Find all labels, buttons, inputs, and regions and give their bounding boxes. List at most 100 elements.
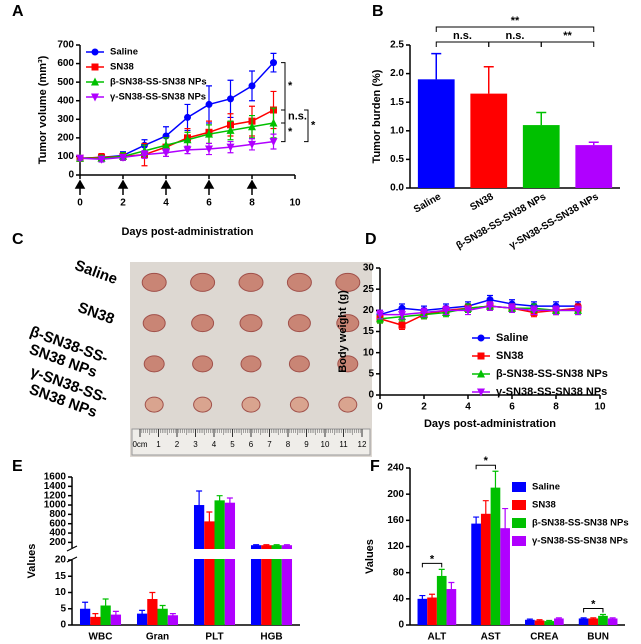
y-tick-label: 240 — [387, 463, 404, 474]
y-tick-label: 2.0 — [390, 68, 404, 79]
tumor — [241, 396, 261, 413]
legend-marker — [91, 77, 99, 86]
tumor — [286, 272, 312, 292]
point — [552, 306, 560, 315]
dosing-arrow — [203, 179, 215, 195]
legend-label: γ-SN38-SS-SN38 NPs — [496, 386, 607, 398]
dosing-arrow — [74, 179, 86, 195]
bar — [136, 613, 148, 625]
comparison-label: n.s. — [506, 30, 525, 42]
y-tick-label: 1600 — [44, 472, 67, 483]
bar — [471, 523, 481, 625]
bar — [271, 545, 282, 625]
point — [464, 306, 472, 315]
bar — [427, 597, 437, 625]
point — [508, 304, 516, 313]
y-tick-label: 5 — [368, 368, 374, 379]
y-tick-label: 80 — [393, 567, 405, 578]
legend-marker — [477, 352, 485, 360]
bar — [281, 545, 293, 625]
x-tick-label: HGB — [260, 632, 282, 643]
y-tick-label: 500 — [57, 77, 74, 88]
legend-label: SN38 — [532, 500, 556, 511]
comparison-label: * — [430, 553, 435, 565]
panel-label: C — [12, 231, 24, 248]
comparison-label: n.s. — [288, 110, 307, 122]
series-line — [79, 140, 274, 160]
bar — [193, 505, 205, 625]
y-tick-label: 700 — [57, 40, 74, 51]
bar — [534, 620, 545, 625]
point — [530, 306, 538, 315]
x-tick-label: CREA — [530, 632, 558, 643]
bar — [554, 618, 564, 625]
point — [420, 308, 428, 317]
axis-break — [66, 549, 300, 559]
y-tick-label: 0 — [60, 620, 66, 631]
point — [227, 95, 234, 103]
point — [226, 143, 235, 152]
bar — [436, 575, 447, 625]
comparison-label: ** — [511, 15, 520, 27]
y-axis-label: Values — [26, 544, 38, 579]
axis-break-mark — [66, 545, 78, 563]
point — [183, 135, 192, 144]
bar — [598, 615, 608, 625]
y-tick-label: 20 — [363, 305, 375, 316]
point — [248, 140, 256, 149]
y-tick-label: 40 — [393, 593, 405, 604]
point — [162, 140, 170, 149]
y-tick-label: 2.5 — [390, 40, 404, 51]
legend-swatch — [512, 536, 526, 546]
dosing-arrow — [117, 179, 129, 195]
point — [574, 306, 582, 315]
comparison-bracket — [540, 41, 595, 47]
point — [398, 321, 406, 329]
bar — [522, 125, 560, 188]
y-tick-label: 1200 — [44, 490, 67, 501]
ruler-label: 7 — [267, 440, 272, 449]
y-axis-label: Tumor volume (mm³) — [37, 55, 49, 164]
panel-label: D — [365, 231, 377, 248]
y-tick-label: 20 — [55, 555, 67, 566]
comparison-bracket — [435, 26, 595, 32]
tumor — [141, 272, 167, 292]
y-tick-label: 1000 — [44, 500, 67, 511]
legend-label: Saline — [532, 482, 560, 493]
y-tick-label: 0 — [68, 170, 74, 181]
error-bar — [588, 141, 599, 146]
ruler-label: 2 — [175, 440, 180, 449]
legend-label: γ-SN38-SS-SN38 NPs — [110, 92, 206, 103]
legend-label: β-SN38-SS-SN38 NPs — [110, 77, 207, 88]
y-tick-label: 1.5 — [390, 97, 404, 108]
legend-marker — [91, 48, 99, 56]
bar — [167, 615, 179, 625]
ruler-label: 8 — [286, 440, 291, 449]
series-line — [379, 298, 578, 316]
y-tick-label: 200 — [57, 132, 74, 143]
comparison-bracket — [281, 62, 286, 111]
tumor — [336, 314, 360, 333]
x-tick-label: 8 — [553, 402, 559, 413]
bar — [578, 618, 589, 625]
legend-marker — [91, 63, 99, 71]
y-tick-label: 0.5 — [390, 154, 404, 165]
legend-marker — [477, 369, 485, 378]
ruler-label: 12 — [358, 440, 367, 449]
tumor — [335, 272, 361, 292]
bar — [214, 500, 225, 625]
bar — [490, 487, 501, 625]
y-tick-label: 1.0 — [390, 125, 404, 136]
point — [248, 82, 256, 90]
y-tick-label: 25 — [363, 284, 375, 295]
panel-label: B — [372, 3, 384, 20]
panel-label: F — [370, 458, 380, 475]
legend-label: β-SN38-SS-SN38 NPs — [532, 518, 629, 529]
tumor — [287, 314, 311, 333]
point — [140, 151, 149, 160]
legend-label: Saline — [110, 47, 138, 58]
point — [270, 59, 277, 67]
x-axis-label: Days post-administration — [424, 418, 556, 430]
comparison-bracket — [421, 562, 443, 568]
x-tick-label: 2 — [421, 402, 427, 413]
